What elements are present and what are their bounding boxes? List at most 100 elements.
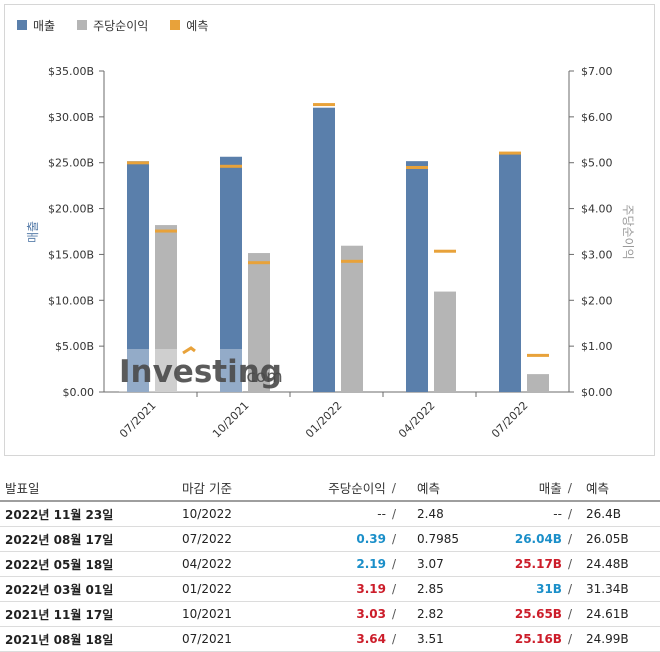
table-row: 2021년 11월 17일 10/2021 3.03 / 2.82 25.65B / 24.6… bbox=[0, 602, 660, 627]
row-date: 2022년 03월 01일 bbox=[5, 582, 114, 597]
row-period: 10/2021 bbox=[182, 607, 232, 621]
row-revenue-sep: / bbox=[567, 582, 572, 596]
revenue-forecast-marker bbox=[220, 164, 242, 168]
row-eps: -- / bbox=[377, 502, 396, 526]
row-revenue-value: 25.16B bbox=[514, 632, 562, 646]
row-revenue-forecast: 31.34B bbox=[586, 582, 629, 596]
eps-forecast-marker bbox=[434, 249, 456, 253]
legend-item-revenue[interactable]: 매출 bbox=[17, 17, 55, 34]
row-revenue-forecast: 24.61B bbox=[586, 607, 629, 621]
row-revenue-forecast: 24.99B bbox=[586, 632, 629, 646]
header-date[interactable]: 발표일 bbox=[5, 480, 40, 496]
eps-forecast-marker bbox=[527, 353, 549, 357]
row-revenue-value: 25.17B bbox=[514, 557, 562, 571]
row-eps-sep: / bbox=[391, 582, 396, 596]
row-revenue-forecast: 26.05B bbox=[586, 532, 629, 546]
x-tick-label: 07/2021 bbox=[117, 399, 159, 441]
left-tick-label: $25.00B bbox=[48, 157, 94, 170]
right-tick-label: $7.00 bbox=[581, 65, 613, 78]
chart-svg: $0.00 $5.00B $10.00B $15.00B $20.00B $25.00B $… bbox=[26, 65, 635, 441]
right-tick-label: $1.00 bbox=[581, 340, 613, 353]
row-period: 01/2022 bbox=[182, 582, 232, 596]
investing-logo-suffix: .com bbox=[241, 367, 283, 387]
legend-item-eps[interactable]: 주당순이익 bbox=[77, 17, 148, 34]
revenue-bar bbox=[127, 161, 149, 392]
left-tick-label: $35.00B bbox=[48, 65, 94, 78]
eps-forecast-marker bbox=[248, 261, 270, 265]
revenue-bar bbox=[406, 161, 428, 392]
revenue-swatch-icon bbox=[17, 20, 27, 30]
header-period[interactable]: 마감 기준 bbox=[182, 480, 232, 496]
row-revenue-value: 26.04B bbox=[514, 532, 562, 546]
chart-legend: 매출 주당순이익 예측 bbox=[17, 15, 230, 35]
left-tick-label: $30.00B bbox=[48, 111, 94, 124]
legend-item-forecast[interactable]: 예측 bbox=[170, 17, 208, 34]
header-eps-sep: / bbox=[391, 479, 396, 495]
header-eps[interactable]: 주당순이익 / bbox=[328, 474, 396, 500]
row-revenue: -- / bbox=[553, 502, 572, 526]
row-revenue-forecast: 24.48B bbox=[586, 557, 629, 571]
row-revenue: 25.16B / bbox=[515, 627, 572, 651]
row-date: 2021년 11월 17일 bbox=[5, 607, 114, 622]
eps-bar bbox=[155, 225, 177, 392]
row-eps: 3.03 / bbox=[356, 602, 396, 626]
left-tick-label: $5.00B bbox=[55, 340, 94, 353]
earnings-table: 발표일 마감 기준 주당순이익 / 예측 매출 / 예측 2022년 11월 2… bbox=[0, 474, 660, 652]
table-body: 2022년 11월 23일 10/2022 --/2.48 --/26.4B 2022년… bbox=[0, 502, 660, 652]
row-eps-forecast: 2.82 bbox=[417, 607, 444, 621]
row-revenue-sep: / bbox=[567, 532, 572, 546]
eps-forecast-marker bbox=[341, 259, 363, 263]
row-eps-sep: / bbox=[391, 607, 396, 621]
legend-label-eps: 주당순이익 bbox=[93, 18, 149, 33]
x-tick-label: 04/2022 bbox=[396, 399, 438, 441]
eps-bar bbox=[527, 374, 549, 392]
table-row: 2022년 11월 23일 10/2022 -- / 2.48 -- / 26.4B bbox=[0, 502, 660, 527]
right-tick-label: $0.00 bbox=[581, 386, 613, 399]
header-revenue-label: 매출 bbox=[538, 480, 562, 496]
row-revenue: 26.04B / bbox=[515, 527, 572, 551]
left-tick-label: $20.00B bbox=[48, 203, 94, 216]
row-date: 2022년 11월 23일 bbox=[5, 507, 114, 522]
row-eps-sep: / bbox=[391, 557, 396, 571]
row-eps-sep: / bbox=[391, 532, 396, 546]
revenue-forecast-marker bbox=[499, 151, 521, 155]
revenue-forecast-marker bbox=[313, 103, 335, 107]
eps-swatch-icon bbox=[77, 20, 88, 30]
row-date: 2022년 08월 17일 bbox=[5, 532, 114, 547]
row-revenue-sep: / bbox=[567, 607, 572, 621]
eps-bar bbox=[434, 291, 456, 392]
row-revenue: 25.65B / bbox=[515, 602, 572, 626]
row-revenue: 31B / bbox=[536, 577, 572, 601]
row-period: 04/2022 bbox=[182, 557, 232, 571]
row-period: 07/2022 bbox=[182, 532, 232, 546]
right-tick-label: $2.00 bbox=[581, 294, 613, 307]
table-row: 2022년 03월 01일 01/2022 3.19 / 2.85 31B / 31.34B bbox=[0, 577, 660, 602]
row-revenue-forecast: 26.4B bbox=[586, 507, 621, 521]
row-eps: 3.19 / bbox=[356, 577, 396, 601]
investing-logo-mark-icon bbox=[182, 346, 196, 355]
row-period: 10/2022 bbox=[182, 507, 232, 521]
eps-bar bbox=[341, 245, 363, 392]
row-revenue-value: -- bbox=[553, 507, 562, 521]
legend-label-forecast: 예측 bbox=[186, 18, 209, 33]
row-eps-sep: / bbox=[391, 632, 396, 646]
x-tick-label: 07/2022 bbox=[489, 399, 531, 441]
left-tick-label: $0.00 bbox=[63, 386, 95, 399]
header-eps-label: 주당순이익 bbox=[328, 480, 386, 496]
header-eps-forecast[interactable]: 예측 bbox=[417, 480, 441, 496]
revenue-bar bbox=[313, 107, 335, 392]
table-row: 2022년 05월 18일 04/2022 2.19 / 3.07 25.17B / 24.4… bbox=[0, 552, 660, 577]
legend-label-revenue: 매출 bbox=[33, 18, 56, 33]
header-revenue[interactable]: 매출 / bbox=[539, 474, 572, 500]
row-eps-forecast: 2.85 bbox=[417, 582, 444, 596]
watermark-backdrop bbox=[119, 349, 243, 392]
row-eps-forecast: 3.51 bbox=[417, 632, 444, 646]
revenue-forecast-marker bbox=[406, 165, 428, 169]
row-revenue-sep: / bbox=[567, 507, 572, 521]
row-eps-value: -- bbox=[377, 507, 386, 521]
row-revenue-sep: / bbox=[567, 557, 572, 571]
row-eps-sep: / bbox=[391, 507, 396, 521]
row-eps-value: 2.19 bbox=[356, 557, 386, 571]
header-revenue-forecast[interactable]: 예측 bbox=[586, 480, 610, 496]
header-revenue-sep: / bbox=[567, 479, 572, 495]
